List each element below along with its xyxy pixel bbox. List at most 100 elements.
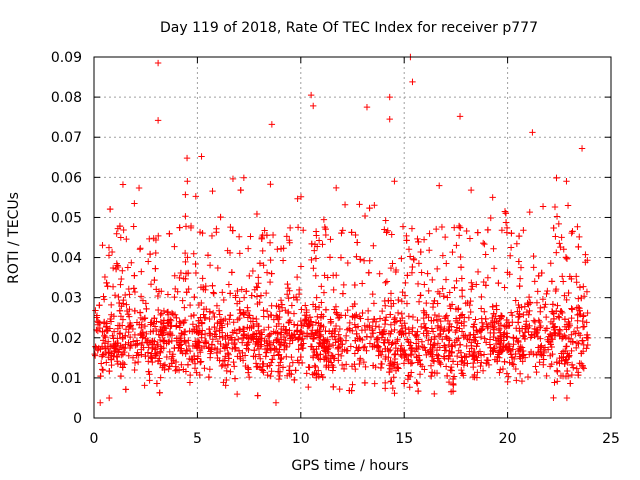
data-point <box>226 290 234 297</box>
data-point <box>143 338 151 346</box>
data-point <box>425 337 432 344</box>
data-point <box>223 344 231 351</box>
data-point <box>196 371 203 379</box>
data-point <box>576 307 583 314</box>
data-point <box>555 313 562 320</box>
data-point <box>119 181 127 188</box>
data-point <box>550 310 557 317</box>
data-point <box>573 339 581 347</box>
data-point <box>343 347 350 354</box>
data-point <box>349 381 356 388</box>
data-point <box>240 294 248 301</box>
data-point <box>473 281 480 288</box>
data-point <box>451 224 458 231</box>
data-point <box>575 304 582 311</box>
data-point <box>578 294 585 302</box>
data-point <box>574 324 581 332</box>
data-point <box>573 279 580 286</box>
data-point <box>555 220 562 228</box>
data-point <box>460 332 467 339</box>
data-point <box>177 347 184 355</box>
data-point <box>228 269 236 276</box>
data-point <box>211 331 218 338</box>
data-point <box>445 327 452 334</box>
data-point <box>292 367 299 374</box>
data-point <box>277 329 285 336</box>
data-point <box>191 293 198 301</box>
data-point <box>117 281 124 288</box>
data-point <box>185 337 192 344</box>
data-point <box>576 284 584 291</box>
data-point <box>198 344 205 352</box>
data-point <box>193 369 200 376</box>
data-point <box>253 315 260 323</box>
data-point <box>108 356 115 363</box>
data-point <box>172 285 179 293</box>
data-point <box>568 314 575 322</box>
data-point <box>551 324 558 331</box>
data-point <box>312 363 319 371</box>
data-point <box>561 292 568 299</box>
data-point <box>464 335 471 343</box>
data-point <box>463 353 470 361</box>
data-point <box>408 369 415 376</box>
data-point <box>271 345 279 353</box>
data-point <box>183 289 190 296</box>
data-point <box>236 306 243 314</box>
data-point <box>337 336 345 344</box>
data-point <box>453 352 461 360</box>
data-point <box>413 344 420 352</box>
data-point <box>268 368 275 375</box>
data-point <box>475 350 482 358</box>
y-tick-label: 0.02 <box>51 331 82 347</box>
x-axis-label: GPS time / hours <box>291 458 408 474</box>
data-point <box>263 232 271 239</box>
data-point <box>232 294 239 301</box>
data-point <box>401 292 409 299</box>
data-point <box>405 357 412 365</box>
data-point <box>213 302 221 310</box>
data-point <box>263 269 271 276</box>
data-point <box>189 356 196 363</box>
data-point <box>372 323 379 330</box>
data-point <box>542 313 550 321</box>
data-point <box>452 328 459 336</box>
data-point <box>484 357 492 364</box>
data-point <box>370 315 378 323</box>
data-point <box>258 235 265 242</box>
data-point <box>286 332 293 339</box>
data-point <box>526 208 533 216</box>
data-point <box>553 249 560 256</box>
data-point <box>567 380 574 387</box>
data-point <box>136 309 144 316</box>
data-point <box>520 311 527 319</box>
data-point <box>108 361 115 369</box>
data-point <box>369 325 376 333</box>
data-point <box>105 252 113 259</box>
data-point <box>440 353 448 360</box>
data-point <box>533 368 540 376</box>
data-point <box>461 359 468 367</box>
data-point <box>275 375 283 383</box>
data-point <box>341 201 349 208</box>
data-point <box>453 242 460 249</box>
data-point <box>166 348 173 356</box>
data-point <box>186 355 193 363</box>
data-point <box>164 309 171 316</box>
data-point <box>484 226 492 234</box>
data-point <box>240 330 248 338</box>
data-point <box>390 374 397 381</box>
data-point <box>254 392 261 399</box>
data-point <box>131 359 139 367</box>
data-point <box>279 364 287 371</box>
data-point <box>278 354 285 362</box>
data-point <box>253 338 260 346</box>
data-point <box>445 378 453 386</box>
data-point <box>537 308 544 315</box>
data-point <box>513 240 521 248</box>
data-point <box>421 324 429 332</box>
data-point <box>326 254 334 261</box>
data-point <box>114 335 121 342</box>
data-point <box>125 328 132 336</box>
data-point <box>449 248 456 256</box>
